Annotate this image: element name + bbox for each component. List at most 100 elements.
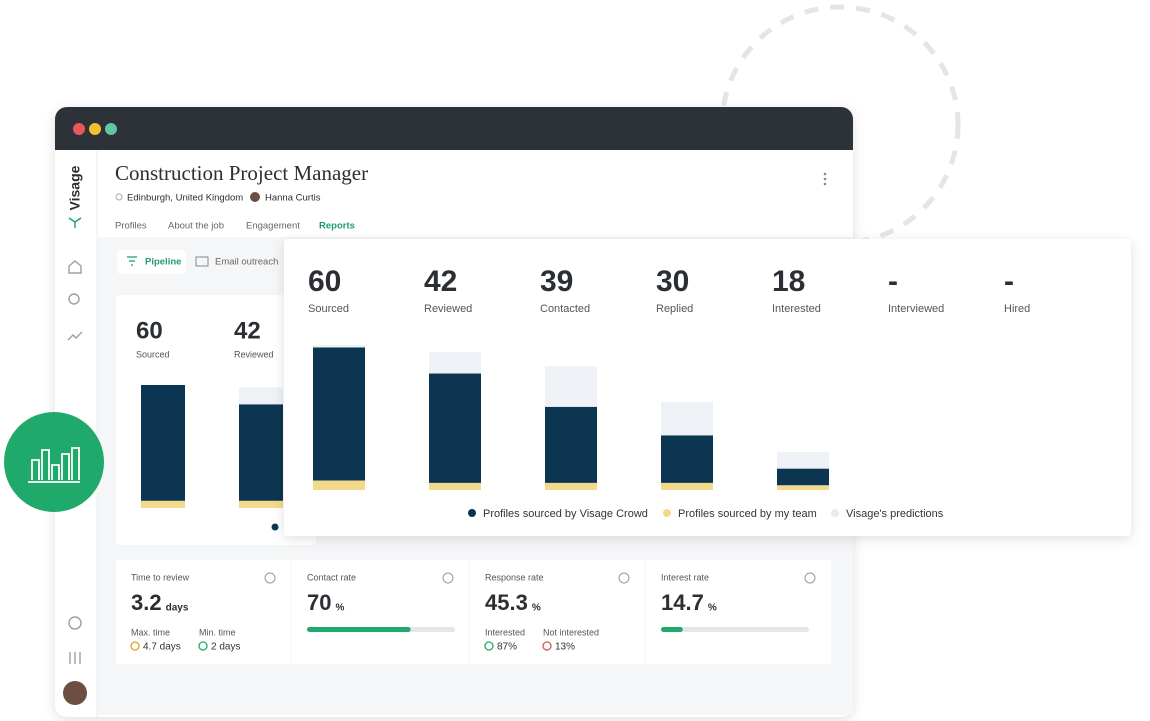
metric-title: Time to review xyxy=(131,572,190,582)
progress-bar xyxy=(661,627,683,632)
report-badge xyxy=(4,412,104,512)
sub-label: Min. time xyxy=(199,627,236,637)
bar-segment xyxy=(313,480,365,490)
stat-label: Interviewed xyxy=(888,303,944,315)
dot-max[interactable] xyxy=(105,123,117,135)
stat-value: 60 xyxy=(308,265,341,298)
bar-segment xyxy=(777,451,829,469)
info-icon[interactable] xyxy=(804,572,816,584)
sub-label: Interested xyxy=(485,627,525,637)
bar-segment xyxy=(313,347,365,481)
stat-label: Interested xyxy=(772,303,821,315)
tab[interactable]: Engagement xyxy=(246,221,300,232)
sub-icon xyxy=(484,641,494,651)
job-location: Edinburgh, United Kingdom xyxy=(127,193,243,204)
metric-value: 14.7 xyxy=(661,590,704,615)
avatar[interactable] xyxy=(63,681,87,705)
subtab[interactable]: Pipeline xyxy=(145,257,181,268)
pin-icon xyxy=(115,193,123,201)
logo-icon xyxy=(68,217,82,228)
job-owner: Hanna Curtis xyxy=(265,193,321,204)
stat-label: Replied xyxy=(656,303,693,315)
bar-segment xyxy=(313,345,365,348)
badge-icon xyxy=(28,447,80,483)
sub-icon xyxy=(130,641,140,651)
info-icon[interactable] xyxy=(264,572,276,584)
stat-value: 30 xyxy=(656,265,689,298)
sub-value: 4.7 days xyxy=(143,642,181,653)
legend-swatch xyxy=(831,509,839,517)
stat-label: Sourced xyxy=(308,303,349,315)
more-menu[interactable] xyxy=(823,172,827,186)
tab[interactable]: Reports xyxy=(319,221,355,232)
legend-swatch xyxy=(468,509,476,517)
brand: Visage xyxy=(67,165,83,210)
subtab-active[interactable] xyxy=(117,250,186,274)
sub-value: 87% xyxy=(497,642,517,653)
stat-value: - xyxy=(1004,265,1014,298)
stat-label: Sourced xyxy=(136,349,170,359)
job-title: Construction Project Manager xyxy=(115,161,368,185)
sub-label: Max. time xyxy=(131,627,170,637)
metrics: Time to review 3.2 days Max. time 4.7 days Mi… xyxy=(116,560,831,664)
bar-segment xyxy=(777,485,829,490)
settings-icon[interactable] xyxy=(69,652,81,664)
dot-close[interactable] xyxy=(73,123,85,135)
dot-min[interactable] xyxy=(89,123,101,135)
info-icon[interactable] xyxy=(442,572,454,584)
metric-card xyxy=(292,560,469,664)
metric-unit: % xyxy=(532,603,541,614)
search-icon[interactable] xyxy=(68,293,80,305)
main-chart: 60 Sourced 42 Reviewed 39 Contacted 30 Replied 1… xyxy=(308,265,1030,520)
bar-segment xyxy=(239,500,283,508)
bar-segment xyxy=(239,387,283,405)
metric-value: 70 xyxy=(307,590,331,615)
info-icon[interactable] xyxy=(618,572,630,584)
sub-icon xyxy=(542,641,552,651)
bg-chart: 60 Sourced 42 Reviewed xyxy=(136,317,283,508)
stat-value: 42 xyxy=(234,317,261,344)
bar-segment xyxy=(661,402,713,436)
stat-value: - xyxy=(888,265,898,298)
bar-segment xyxy=(429,373,481,483)
titlebar xyxy=(55,107,853,150)
bar-segment xyxy=(545,406,597,483)
metric-title: Contact rate xyxy=(307,572,356,582)
legend-swatch xyxy=(663,509,671,517)
sub-value: 2 days xyxy=(211,642,240,653)
metric-card xyxy=(646,560,831,664)
bar-segment xyxy=(545,482,597,490)
subtab[interactable]: Email outreach xyxy=(215,257,278,268)
bar-segment xyxy=(777,468,829,486)
metric-unit: % xyxy=(708,603,717,614)
legend-label: Profiles sourced by my team xyxy=(678,508,817,520)
tab[interactable]: About the job xyxy=(168,221,224,232)
bar-segment xyxy=(141,385,185,501)
bar-segment xyxy=(141,500,185,508)
stat-label: Hired xyxy=(1004,303,1030,315)
tab[interactable]: Profiles xyxy=(115,221,147,232)
metric-title: Response rate xyxy=(485,572,544,582)
trend-icon[interactable] xyxy=(67,331,83,341)
sub-icon xyxy=(198,641,208,651)
stat-label: Contacted xyxy=(540,303,590,315)
tabs: Profiles About the job Engagement Reports xyxy=(115,221,355,232)
bar-segment xyxy=(661,435,713,483)
metric-value: 3.2 xyxy=(131,590,162,615)
filter-icon xyxy=(127,256,137,266)
bar-segment xyxy=(429,482,481,490)
home-icon[interactable] xyxy=(68,260,82,274)
metric-card xyxy=(470,560,645,664)
owner-avatar xyxy=(250,192,260,202)
sub-value: 13% xyxy=(555,642,575,653)
metric-card xyxy=(116,560,291,664)
sub-label: Not interested xyxy=(543,627,599,637)
bar-segment xyxy=(661,482,713,490)
progress-bar xyxy=(307,627,411,632)
bar-segment xyxy=(239,404,283,501)
help-icon[interactable] xyxy=(68,616,82,630)
metric-title: Interest rate xyxy=(661,572,709,582)
page-dot[interactable] xyxy=(271,523,279,531)
metric-unit: % xyxy=(335,603,344,614)
